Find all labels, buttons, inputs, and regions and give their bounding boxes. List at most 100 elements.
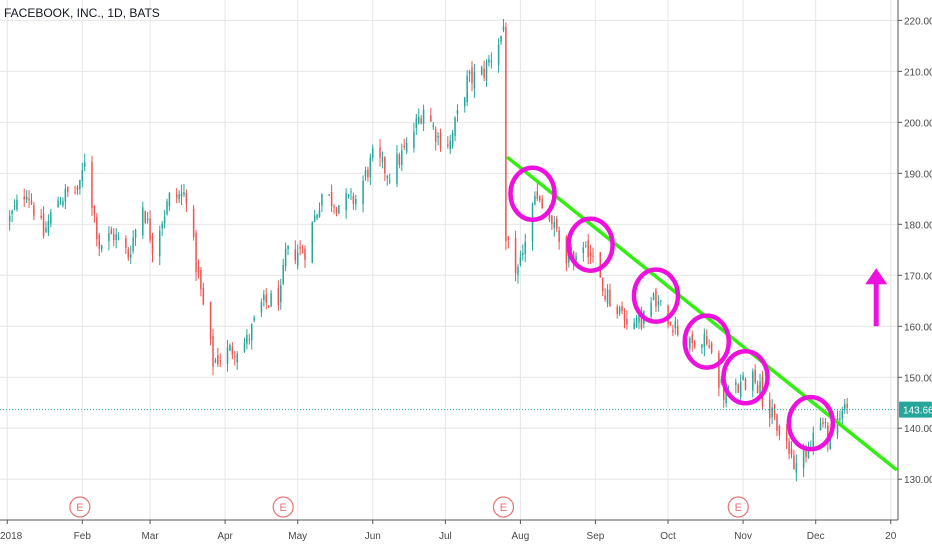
- candle-body: [674, 321, 677, 329]
- y-tick-label: 150.00: [904, 373, 932, 384]
- candle-body: [785, 432, 788, 441]
- highlight-circle: [631, 267, 681, 324]
- candle-body: [635, 317, 638, 328]
- candle-body: [8, 215, 11, 222]
- x-tick-label: 2018: [0, 531, 23, 542]
- candle-body: [609, 290, 611, 307]
- highlight-circle: [566, 216, 615, 273]
- candle-body: [754, 369, 756, 383]
- candle-body: [243, 342, 246, 352]
- candle-body: [555, 218, 558, 229]
- candle-body: [553, 221, 556, 229]
- candle-body: [490, 60, 493, 62]
- candle-body: [345, 193, 347, 211]
- x-tick-label: Nov: [734, 531, 752, 542]
- earnings-marker[interactable]: [492, 496, 515, 518]
- candle-body: [497, 44, 500, 66]
- candle-body: [185, 193, 188, 204]
- candle-body: [727, 385, 730, 387]
- candle-body: [827, 425, 829, 445]
- candle-body: [217, 355, 219, 365]
- candle-body: [447, 144, 449, 146]
- candle-body: [301, 251, 304, 254]
- highlight-circle: [721, 349, 770, 406]
- candle-body: [316, 214, 318, 219]
- candle-body: [655, 289, 657, 307]
- candle-body: [652, 293, 655, 300]
- earnings-marker[interactable]: [727, 496, 749, 518]
- y-tick-label: 180.00: [904, 220, 932, 231]
- candle-body: [430, 115, 432, 122]
- candle-body: [277, 287, 280, 306]
- up-arrow-head: [865, 268, 888, 285]
- candle-body: [413, 131, 415, 148]
- candle-body: [744, 379, 747, 390]
- candle-body: [846, 404, 848, 408]
- candle-body: [333, 206, 335, 208]
- candle-body: [701, 344, 703, 348]
- candle-body: [364, 170, 367, 177]
- candle-body: [151, 236, 154, 254]
- candle-body: [352, 195, 355, 204]
- earnings-marker-label: E: [280, 502, 287, 514]
- candle-body: [524, 241, 526, 254]
- candle-body: [405, 142, 408, 152]
- candle-body: [146, 218, 149, 221]
- candle-body: [483, 68, 485, 78]
- candle-body: [802, 451, 805, 469]
- candle-body: [200, 269, 202, 290]
- candle-body: [536, 191, 539, 199]
- candle-body: [752, 371, 754, 391]
- earnings-marker[interactable]: [69, 496, 91, 518]
- candle-body: [759, 381, 761, 396]
- candle-body: [270, 293, 272, 307]
- candle-body: [282, 264, 284, 284]
- highlight-circle: [508, 165, 557, 222]
- candle-body: [250, 323, 253, 341]
- candle-body: [558, 230, 560, 243]
- candle-body: [83, 162, 86, 167]
- candle-body: [771, 407, 773, 418]
- candle-body: [284, 248, 287, 267]
- candle-body: [28, 198, 30, 200]
- candle-body: [362, 180, 364, 205]
- candle-body: [379, 147, 381, 158]
- candle-body: [843, 404, 846, 410]
- candle-body: [807, 446, 810, 458]
- candle-body: [473, 72, 476, 89]
- candle-body: [548, 208, 551, 221]
- candle-body: [793, 455, 795, 470]
- candle-body: [96, 217, 98, 240]
- candle-body: [229, 344, 231, 351]
- candle-body: [388, 180, 391, 182]
- candle-body: [708, 345, 710, 347]
- candle-body: [40, 215, 42, 218]
- candle-body: [585, 245, 587, 247]
- candle-body: [836, 418, 839, 435]
- candle-body: [296, 252, 299, 266]
- candle-body: [226, 347, 229, 365]
- candle-body: [294, 249, 297, 261]
- candle-body: [454, 117, 456, 136]
- y-tick-label: 130.00: [904, 475, 932, 486]
- candle-body: [79, 179, 81, 189]
- candle-body: [621, 306, 623, 312]
- last-price-badge: [899, 401, 932, 418]
- candle-body: [248, 339, 251, 341]
- earnings-marker[interactable]: [272, 496, 294, 518]
- candle-body: [514, 238, 517, 274]
- candle-body: [691, 334, 694, 343]
- candle-body: [480, 67, 483, 75]
- candle-body: [539, 195, 541, 201]
- candle-body: [231, 346, 234, 355]
- candle-body: [338, 205, 340, 214]
- candle-body: [606, 289, 609, 304]
- candle-body: [168, 193, 171, 207]
- candle-body: [451, 132, 454, 146]
- candle-body: [417, 116, 420, 124]
- candle-body: [125, 238, 127, 248]
- candle-body: [369, 157, 372, 178]
- candle-body: [592, 255, 594, 257]
